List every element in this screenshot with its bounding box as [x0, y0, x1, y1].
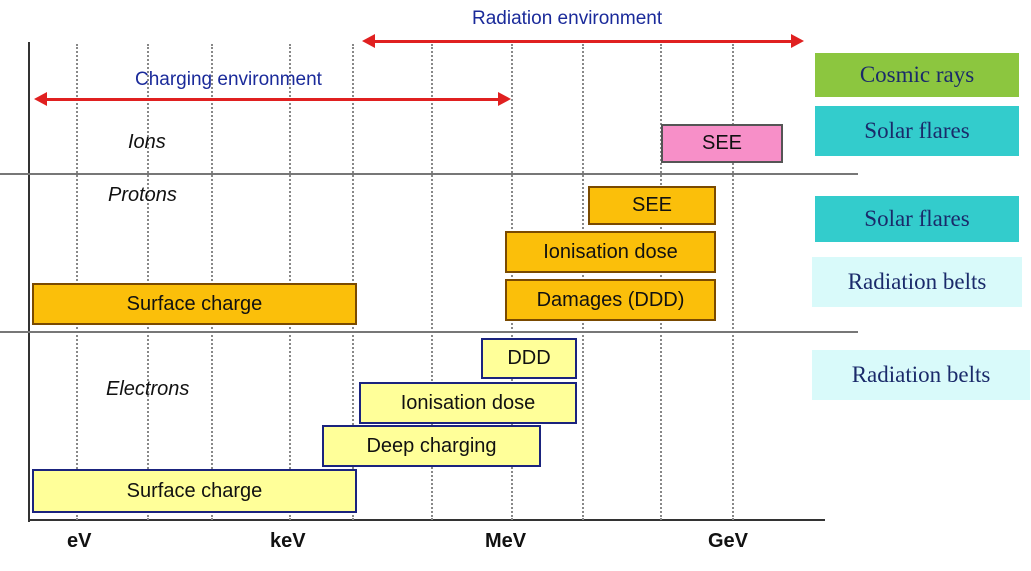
electrons-surface-charge-box: Surface charge	[32, 469, 357, 513]
electrons-deep-charging-box: Deep charging	[322, 425, 541, 467]
gridline	[732, 44, 734, 520]
tick-ev: eV	[67, 530, 92, 552]
separator-protons-electrons	[0, 331, 858, 333]
cosmic-rays-label: Cosmic rays	[815, 53, 1019, 97]
tick-gev: GeV	[708, 530, 749, 552]
electrons-ionisation-dose-box: Ionisation dose	[359, 382, 577, 424]
y-axis	[28, 42, 30, 522]
radiation-environment-label: Radiation environment	[472, 8, 663, 29]
protons-damages-box: Damages (DDD)	[505, 279, 716, 321]
radiation-environment-arrow	[362, 34, 804, 48]
charging-environment-label: Charging environment	[135, 69, 322, 90]
solar-flares-label: Solar flares	[815, 196, 1019, 242]
radiation-belts-label: Radiation belts	[812, 350, 1030, 400]
tick-mev: MeV	[485, 530, 527, 552]
protons-label: Protons	[108, 184, 177, 206]
solar-flares-label: Solar flares	[815, 106, 1019, 156]
protons-ionisation-dose-box: Ionisation dose	[505, 231, 716, 273]
electrons-ddd-box: DDD	[481, 338, 577, 379]
charging-environment-arrow	[34, 92, 511, 106]
tick-kev: keV	[270, 530, 306, 552]
radiation-belts-label: Radiation belts	[812, 257, 1022, 307]
gridline	[352, 44, 354, 520]
electrons-label: Electrons	[106, 378, 190, 400]
protons-surface-charge-box: Surface charge	[32, 283, 357, 325]
protons-see-box: SEE	[588, 186, 716, 225]
gridline	[76, 44, 78, 520]
separator-ions-protons	[0, 173, 858, 175]
x-axis	[28, 519, 825, 521]
gridline	[431, 44, 433, 520]
ions-label: Ions	[128, 131, 166, 153]
gridline	[289, 44, 291, 520]
gridline	[211, 44, 213, 520]
ions-see-box: SEE	[661, 124, 783, 163]
gridline	[147, 44, 149, 520]
